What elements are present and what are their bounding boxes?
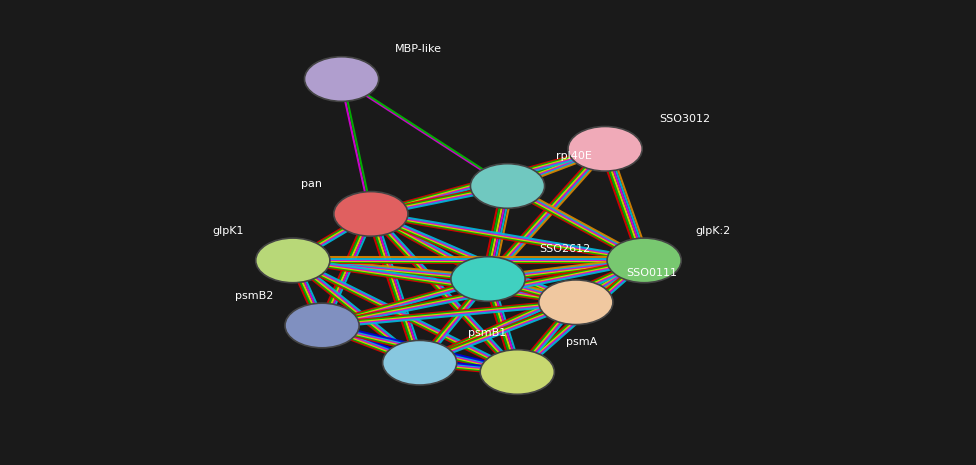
Ellipse shape [383,340,457,385]
Ellipse shape [256,238,330,283]
Text: MBP-like: MBP-like [395,44,442,54]
Text: psmB2: psmB2 [235,291,273,301]
Text: SSO3012: SSO3012 [659,114,710,124]
Text: pan: pan [301,179,322,189]
Text: glpK:2: glpK:2 [695,226,730,236]
Ellipse shape [305,57,379,101]
Ellipse shape [480,350,554,394]
Text: psmA: psmA [566,337,597,347]
Ellipse shape [334,192,408,236]
Ellipse shape [568,126,642,171]
Text: rpl40E: rpl40E [556,151,592,161]
Ellipse shape [470,164,545,208]
Ellipse shape [539,280,613,325]
Ellipse shape [285,303,359,348]
Ellipse shape [451,257,525,301]
Text: SSO0111: SSO0111 [627,267,677,278]
Text: SSO2612: SSO2612 [539,244,590,254]
Ellipse shape [607,238,681,283]
Text: glpK1: glpK1 [213,226,244,236]
Text: psmB1: psmB1 [468,328,507,338]
